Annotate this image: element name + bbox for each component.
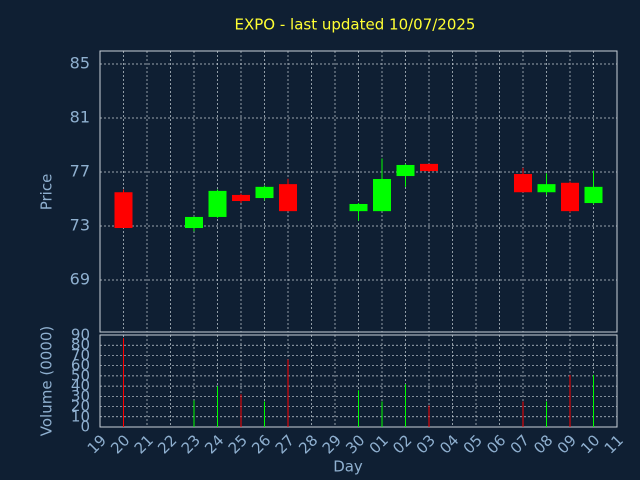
y-tick-label: 20 — [71, 397, 90, 415]
candle-body — [584, 186, 603, 204]
y-tick-label: 40 — [71, 377, 90, 395]
candle-body — [208, 190, 227, 217]
candle-body — [114, 192, 133, 229]
y-tick-label: 60 — [71, 356, 90, 374]
y-tick-label: 10 — [71, 407, 90, 425]
y-tick-label: 90 — [71, 326, 90, 344]
candle-body — [255, 186, 274, 199]
y-tick-label: 73 — [70, 216, 90, 235]
candle-body — [420, 163, 438, 172]
y-axis-label: Price — [38, 174, 56, 211]
candle-body — [561, 182, 579, 212]
x-axis-label: Day — [333, 458, 363, 476]
candle-body — [185, 216, 203, 229]
candle-body — [349, 203, 368, 212]
y-tick-label: 70 — [71, 346, 90, 364]
chart-title: EXPO - last updated 10/07/2025 — [235, 16, 476, 34]
y-tick-label: 77 — [70, 161, 90, 180]
candle-body — [514, 174, 532, 193]
y-tick-label: 85 — [70, 53, 90, 72]
candle-body — [279, 184, 297, 212]
y-tick-label: 80 — [71, 336, 90, 354]
candle-body — [373, 179, 391, 212]
y-tick-label: 0 — [80, 418, 90, 436]
candle-body — [537, 184, 556, 193]
y-axis-label: Volume (0000) — [38, 326, 56, 436]
candle-body — [232, 194, 250, 202]
y-tick-label: 30 — [71, 387, 90, 405]
y-tick-label: 50 — [71, 366, 90, 384]
candle-body — [396, 164, 415, 177]
y-tick-label: 81 — [70, 107, 90, 126]
y-tick-label: 69 — [70, 270, 90, 289]
